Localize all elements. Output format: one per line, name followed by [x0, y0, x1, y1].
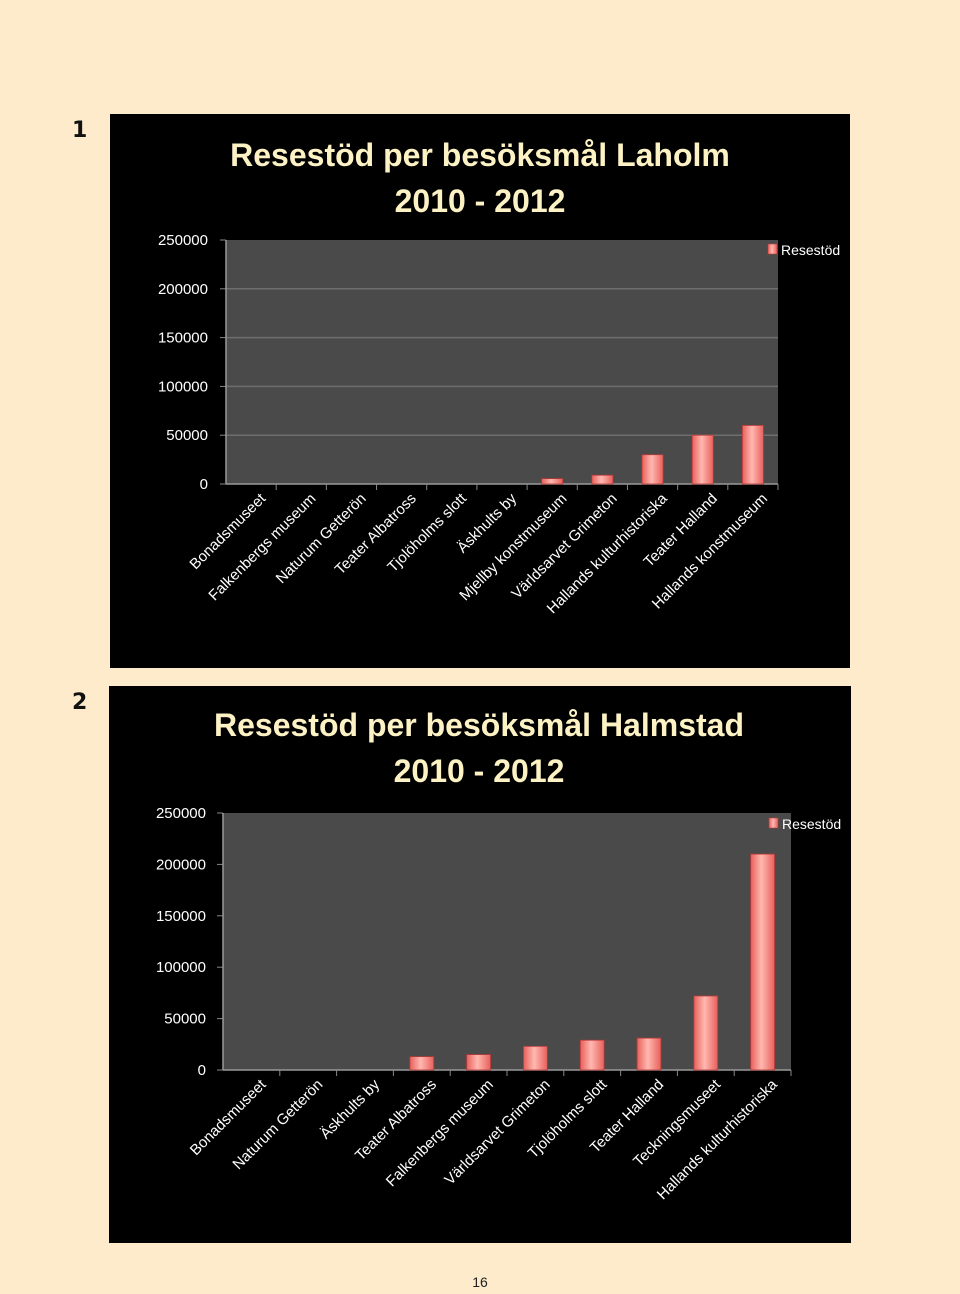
- bar: [409, 1056, 435, 1071]
- chart-title: Resestöd per besöksmål Halmstad: [214, 707, 744, 743]
- chart-halmstad: Resestöd per besöksmål Halmstad 2010 - 20…: [156, 707, 841, 1203]
- chart-subtitle: 2010 - 2012: [395, 183, 566, 219]
- bar: [636, 1037, 662, 1071]
- chart-laholm: Resestöd per besöksmål Laholm 2010 - 2012…: [158, 137, 840, 617]
- legend-label: Resestöd: [782, 816, 841, 832]
- y-tick-label: 200000: [158, 281, 208, 298]
- figure-number-1: 1: [72, 118, 88, 143]
- category-label: Världsarvet Grimeton: [441, 1076, 553, 1188]
- chart-subtitle: 2010 - 2012: [394, 753, 565, 789]
- figure-number-2: 2: [72, 690, 88, 715]
- chart-title: Resestöd per besöksmål Laholm: [230, 137, 730, 173]
- category-label: Hallands kulturhistoriska: [654, 1076, 781, 1203]
- y-tick-label: 200000: [156, 856, 206, 873]
- chart-panel-laholm: Resestöd per besöksmål Laholm 2010 - 2012…: [110, 114, 850, 668]
- y-tick-label: 100000: [158, 378, 208, 395]
- chart-panel-halmstad: Resestöd per besöksmål Halmstad 2010 - 20…: [109, 686, 851, 1243]
- legend: Resestöd: [768, 816, 841, 832]
- y-tick-label: 0: [198, 1062, 206, 1079]
- bar: [691, 434, 714, 485]
- page-number: 16: [472, 1274, 488, 1290]
- bar: [641, 454, 664, 485]
- bar: [741, 425, 764, 485]
- y-tick-label: 150000: [158, 330, 208, 347]
- legend: Resestöd: [767, 242, 840, 258]
- y-tick-label: 250000: [156, 805, 206, 822]
- legend-label: Resestöd: [781, 242, 840, 258]
- bar: [750, 853, 775, 1071]
- y-tick-label: 0: [200, 476, 208, 493]
- legend-swatch: [768, 817, 779, 829]
- bar: [466, 1054, 491, 1071]
- plot-area: [226, 240, 778, 484]
- y-tick-label: 50000: [166, 427, 208, 444]
- y-tick-label: 100000: [156, 959, 206, 976]
- y-tick-label: 150000: [156, 908, 206, 925]
- y-tick-label: 250000: [158, 232, 208, 249]
- legend-swatch: [767, 243, 778, 255]
- category-label: Falkenbergs museum: [383, 1076, 497, 1190]
- bar: [541, 478, 564, 485]
- bar: [523, 1045, 548, 1071]
- category-label: Naturum Getterön: [273, 490, 370, 587]
- bar: [591, 474, 614, 485]
- y-tick-label: 50000: [164, 1011, 206, 1028]
- bar: [579, 1039, 605, 1071]
- bar: [693, 995, 719, 1071]
